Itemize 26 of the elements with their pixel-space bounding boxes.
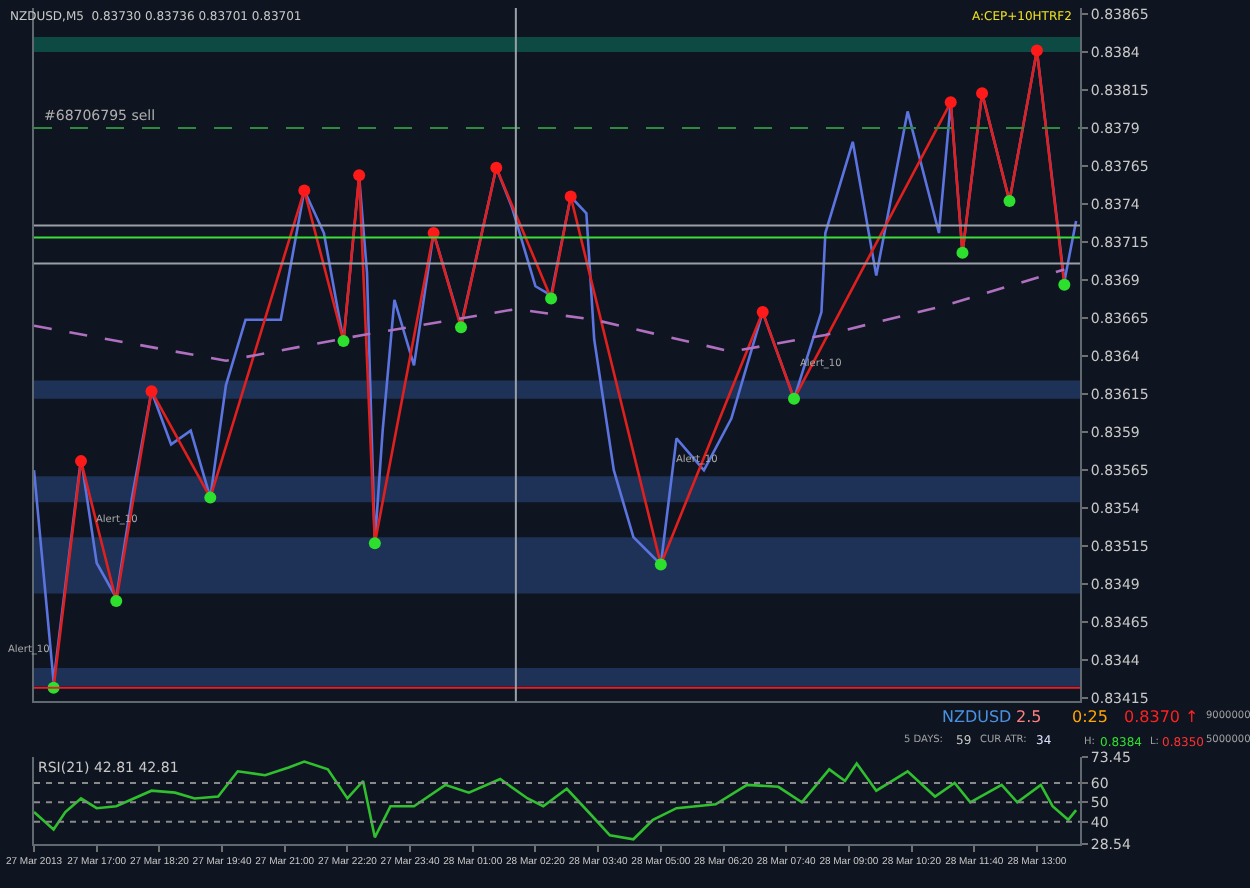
- point: [756, 306, 769, 319]
- point: [75, 455, 88, 468]
- point: [110, 595, 123, 607]
- point: [490, 161, 503, 174]
- text: 0:25: [1072, 708, 1108, 726]
- point: [1058, 278, 1071, 291]
- point: [298, 184, 311, 197]
- point: [944, 96, 957, 109]
- point: [976, 87, 989, 100]
- line-series: [34, 760, 1078, 841]
- point: [788, 392, 801, 405]
- point: [337, 335, 350, 347]
- point: [1030, 44, 1043, 57]
- point: [654, 558, 667, 571]
- point: [145, 385, 158, 398]
- point: [1003, 195, 1016, 208]
- point: [956, 246, 969, 259]
- point: [564, 190, 577, 203]
- text: NZDUSD: [942, 708, 1012, 726]
- text: 0.8370 ↑: [1124, 708, 1199, 726]
- point: [545, 292, 558, 305]
- point: [455, 321, 468, 334]
- text: 2.5: [1016, 708, 1042, 726]
- point: [353, 169, 366, 182]
- point: [204, 491, 217, 504]
- point: [368, 537, 381, 550]
